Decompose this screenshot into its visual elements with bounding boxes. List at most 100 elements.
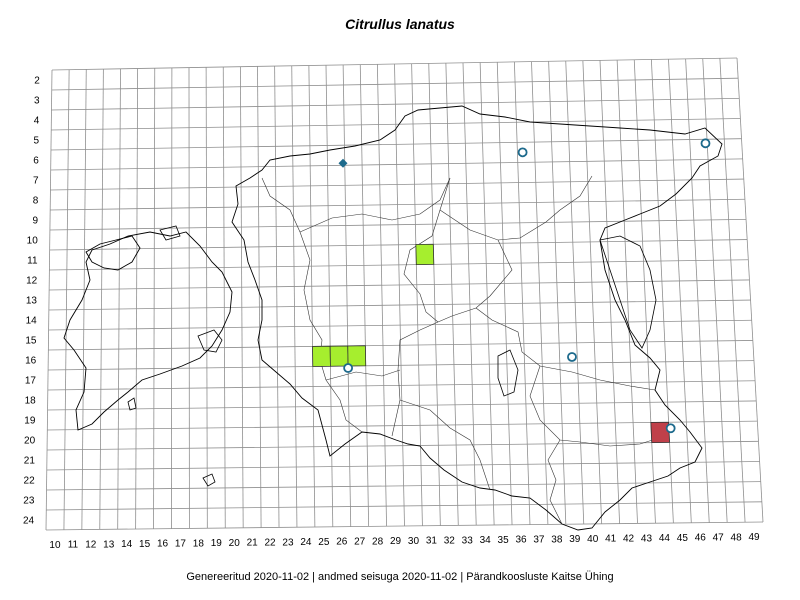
county-border xyxy=(475,307,656,391)
grid-line-vertical xyxy=(565,60,585,525)
row-label: 11 xyxy=(27,256,38,267)
grid-line-vertical xyxy=(548,61,567,525)
record-square-red xyxy=(650,421,670,444)
grid-line-horizontal xyxy=(47,400,757,411)
grid-line-horizontal xyxy=(51,118,741,131)
column-label: 18 xyxy=(193,538,205,549)
column-label: 10 xyxy=(49,540,61,551)
row-label: 22 xyxy=(24,476,36,487)
row-label: 20 xyxy=(24,436,36,447)
column-label: 47 xyxy=(713,533,725,544)
grid-line-vertical xyxy=(99,69,104,530)
grid-line-horizontal xyxy=(48,319,752,331)
grid-line-vertical xyxy=(462,62,477,526)
column-label: 41 xyxy=(605,534,617,545)
lake-peipus-outline xyxy=(599,235,657,349)
saaremaa-outline xyxy=(63,231,233,431)
row-label: 19 xyxy=(24,416,36,427)
grid-line-vertical xyxy=(376,64,387,527)
county-border xyxy=(403,177,451,323)
grid-line-vertical xyxy=(736,57,764,523)
record-layer xyxy=(312,138,711,444)
row-label: 5 xyxy=(34,136,40,147)
grid-line-vertical xyxy=(359,64,370,527)
county-border xyxy=(325,369,401,381)
grid-line-vertical xyxy=(325,65,334,527)
column-label: 21 xyxy=(247,538,259,549)
grid-line-vertical xyxy=(582,60,603,524)
column-label: 28 xyxy=(372,536,384,547)
grid-line-horizontal xyxy=(50,178,744,191)
grid-line-horizontal xyxy=(48,360,754,371)
row-label: 24 xyxy=(23,516,35,527)
grid-line-horizontal xyxy=(50,158,743,171)
grid-line-vertical xyxy=(394,63,405,527)
column-label: 40 xyxy=(587,534,599,545)
grid-labels: 2345678910111213141516171819202122232410… xyxy=(23,76,760,551)
record-circle-marker xyxy=(567,352,577,362)
grid-line-vertical xyxy=(531,61,549,525)
row-label: 10 xyxy=(27,236,39,247)
record-square-green xyxy=(312,345,331,367)
map-grid xyxy=(45,57,764,531)
record-circle-marker xyxy=(343,363,354,373)
column-label: 35 xyxy=(498,535,510,546)
record-circle-marker xyxy=(700,138,711,149)
row-label: 3 xyxy=(34,96,40,107)
mainland-outline xyxy=(231,105,723,531)
grid-line-vertical xyxy=(291,65,298,528)
row-label: 6 xyxy=(33,156,39,167)
footer-credits: Genereeritud 2020-11-02 | andmed seisuga… xyxy=(186,571,614,583)
grid-line-horizontal xyxy=(48,340,753,351)
column-label: 38 xyxy=(551,534,563,545)
grid-line-horizontal xyxy=(50,198,745,211)
grid-line-vertical xyxy=(135,68,139,530)
row-label: 15 xyxy=(25,336,37,347)
grid-line-horizontal xyxy=(51,97,740,111)
grid-line-horizontal xyxy=(51,77,739,91)
column-label: 26 xyxy=(336,537,348,548)
column-label: 14 xyxy=(121,539,133,550)
row-label: 7 xyxy=(33,176,39,187)
row-label: 18 xyxy=(25,396,37,407)
grid-line-vertical xyxy=(257,66,262,528)
vormsi-outline xyxy=(159,225,181,241)
grid-line-vertical xyxy=(153,68,156,529)
grid-line-vertical xyxy=(496,62,513,525)
county-border xyxy=(299,177,451,233)
county-border xyxy=(529,365,666,447)
county-borders xyxy=(261,175,666,525)
grid-line-horizontal xyxy=(47,440,759,451)
grid-line-vertical xyxy=(479,62,495,526)
record-circle-marker xyxy=(665,423,676,434)
column-label: 37 xyxy=(533,535,545,546)
row-label: 13 xyxy=(26,296,38,307)
grid-line-vertical xyxy=(428,63,441,526)
grid-line-vertical xyxy=(445,63,459,526)
column-label: 44 xyxy=(659,533,671,544)
row-label: 21 xyxy=(24,456,36,467)
grid-line-horizontal xyxy=(45,521,764,531)
row-label: 4 xyxy=(34,116,40,127)
column-label: 45 xyxy=(677,533,689,544)
grid-line-vertical xyxy=(45,69,53,531)
column-label: 31 xyxy=(426,536,438,547)
muhu-outline xyxy=(197,329,223,353)
column-label: 25 xyxy=(318,537,330,548)
grid-line-vertical xyxy=(274,66,280,528)
lake-vortsjarv-outline xyxy=(497,349,519,397)
column-label: 19 xyxy=(211,538,223,549)
grid-line-vertical xyxy=(222,66,226,529)
column-label: 39 xyxy=(569,534,581,545)
grid-line-vertical xyxy=(308,65,316,528)
kihnu-outline xyxy=(202,473,216,487)
column-label: 15 xyxy=(139,539,151,550)
county-border xyxy=(399,399,491,491)
grid-line-horizontal xyxy=(46,501,762,511)
grid-line-horizontal xyxy=(49,259,749,271)
column-label: 22 xyxy=(265,538,277,549)
grid-line-horizontal xyxy=(48,299,751,311)
column-label: 33 xyxy=(462,535,474,546)
row-label: 14 xyxy=(26,316,38,327)
